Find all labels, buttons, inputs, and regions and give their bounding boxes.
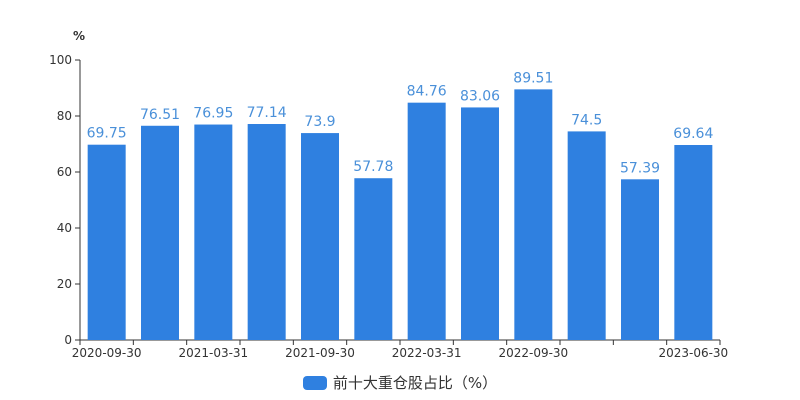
bar-value-label: 83.06: [460, 88, 500, 104]
y-tick-label: 100: [49, 53, 72, 67]
bar[interactable]: [194, 124, 233, 340]
y-tick-label: 40: [57, 221, 72, 235]
legend-label: 前十大重仓股占比（%）: [332, 374, 498, 392]
bar-value-label: 77.14: [247, 105, 287, 121]
bar[interactable]: [87, 144, 126, 340]
x-axis: 2020-09-30 2021-03-31 2021-09-30 2022-03-31…: [72, 339, 728, 360]
y-tick-label: 0: [64, 333, 72, 347]
bar-chart: % 0 20 40 60 80 100 2020-09-30 2021-03-31 2021-…: [49, 29, 728, 360]
bar[interactable]: [461, 107, 499, 340]
y-axis-unit-label: %: [73, 29, 85, 43]
x-tick-label: 2021-03-31: [178, 346, 248, 360]
bar[interactable]: [674, 145, 713, 340]
x-tick-label: 2020-09-30: [72, 346, 142, 360]
bar[interactable]: [141, 125, 179, 340]
bars-group: [87, 89, 713, 341]
x-tick-label: 2023-06-30: [658, 346, 728, 360]
bar[interactable]: [514, 89, 553, 340]
bar-value-label: 74.5: [571, 112, 602, 128]
bar[interactable]: [247, 124, 286, 341]
y-tick-label: 80: [57, 109, 72, 123]
x-tick-label: 2021-09-30: [285, 346, 355, 360]
bar-value-label: 89.51: [513, 70, 553, 86]
bar[interactable]: [301, 133, 339, 340]
bar[interactable]: [621, 179, 659, 340]
bar-value-label: 84.76: [407, 84, 447, 100]
data-labels-group: 69.75 76.51 76.95 77.14 73.9 57.78 84.76 83.06 8…: [87, 70, 714, 176]
x-tick-label: 2022-09-30: [498, 346, 568, 360]
x-tick-label: 2022-03-31: [392, 346, 462, 360]
bar[interactable]: [354, 178, 393, 340]
bar-value-label: 73.9: [304, 114, 335, 130]
y-tick-label: 20: [57, 277, 72, 291]
bar[interactable]: [407, 102, 446, 340]
y-axis: 0 20 40 60 80 100: [49, 53, 81, 347]
bar-value-label: 57.78: [353, 159, 393, 175]
y-tick-label: 60: [57, 165, 72, 179]
bar-value-label: 76.95: [193, 106, 233, 122]
bar-value-label: 76.51: [140, 107, 180, 123]
legend-swatch: [302, 375, 327, 390]
bar[interactable]: [567, 131, 606, 340]
bar-value-label: 69.64: [673, 126, 713, 142]
bar-value-label: 69.75: [87, 126, 127, 142]
legend[interactable]: 前十大重仓股占比（%）: [0, 372, 800, 393]
bar-value-label: 57.39: [620, 160, 660, 176]
